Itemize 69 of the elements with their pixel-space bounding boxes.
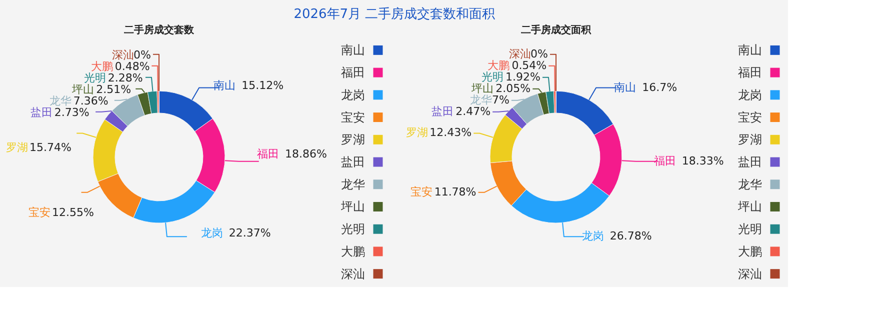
legend-label: 光明 (341, 222, 365, 236)
legend-label: 深汕 (738, 266, 762, 281)
legend-label: 坪山 (737, 200, 762, 214)
data-label: 22.37% (228, 226, 271, 240)
category-label: 深汕 (508, 47, 531, 60)
data-label: 2.73% (54, 106, 90, 120)
data-label: 0.48% (114, 60, 150, 74)
slice-label: 龙岗 (200, 226, 223, 240)
slice-label: 罗湖 (6, 141, 28, 154)
slice-label: 罗湖 (406, 126, 428, 140)
data-label: 26.78% (610, 230, 652, 243)
legend-label: 罗湖 (738, 132, 762, 147)
legend-label: 大鹏 (341, 244, 365, 258)
legend-label: 盐田 (341, 155, 365, 169)
data-label: 15.12% (242, 78, 284, 92)
data-label: 7.36% (73, 94, 108, 108)
text: 0% (134, 48, 151, 62)
slice-label: 盐田 (30, 106, 52, 120)
data-label: 18.33% (682, 154, 724, 168)
slice-label: 龙华 (470, 93, 492, 106)
data-label: 11.78% (434, 185, 476, 198)
legend-label: 南山 (341, 43, 365, 58)
slice-label: 坪山 (470, 82, 494, 95)
slice-label: 光明 (84, 72, 106, 85)
slice-label: 南山 (614, 80, 636, 94)
legend-label: 福田 (341, 66, 365, 80)
slice-label: 福田 (654, 154, 676, 168)
data-label: 2.51% (96, 83, 132, 96)
text: 2026年7月 二手房成交套数和面积 (294, 6, 496, 22)
data-label: 2.05% (496, 82, 531, 95)
text: 0% (530, 47, 548, 60)
data-label: 18.86% (284, 148, 327, 161)
slice-label: 大鹏 (488, 58, 510, 72)
legend-label: 宝安 (341, 110, 365, 124)
slice-label: 龙岗 (582, 230, 604, 243)
legend-label: 盐田 (738, 155, 762, 169)
legend-label: 龙岗 (341, 88, 365, 102)
slice-label: 光明 (481, 70, 504, 84)
data-label: 1.92% (506, 70, 540, 84)
legend-label: 龙华 (341, 177, 365, 192)
data-label: 15.74% (30, 141, 72, 154)
data-label: 7% (492, 93, 510, 106)
legend-label: 罗湖 (341, 132, 365, 147)
legend-label: 宝安 (738, 110, 762, 124)
legend-label: 光明 (738, 222, 762, 236)
slice-label: 坪山 (71, 83, 94, 96)
slice-label: 盐田 (432, 104, 454, 118)
slice-label: 大鹏 (90, 60, 113, 74)
legend-label: 福田 (738, 66, 762, 80)
chart-title: 二手房成交套数 (124, 24, 195, 36)
legend-label: 深汕 (341, 266, 365, 281)
data-label: 12.55% (52, 206, 94, 220)
data-label: 2.28% (108, 72, 143, 85)
data-label: 12.43% (430, 126, 472, 140)
category-label: 深汕 (112, 48, 134, 62)
data-label: 2.47% (456, 104, 491, 118)
legend-label: 南山 (738, 43, 762, 58)
data-label: 0.54% (512, 58, 547, 72)
slice-label: 龙华 (49, 94, 72, 108)
legend-label: 龙岗 (738, 88, 762, 102)
legend-label: 龙华 (738, 177, 762, 192)
slice-label: 福田 (256, 148, 279, 161)
data-label: 16.7% (642, 80, 678, 94)
legend-label: 坪山 (340, 200, 365, 214)
legend-label: 大鹏 (738, 244, 762, 258)
slice-label: 南山 (214, 78, 236, 92)
chart-title: 二手房成交面积 (521, 24, 592, 36)
slice-label: 宝安 (28, 206, 50, 220)
slice-label: 宝安 (410, 185, 433, 198)
